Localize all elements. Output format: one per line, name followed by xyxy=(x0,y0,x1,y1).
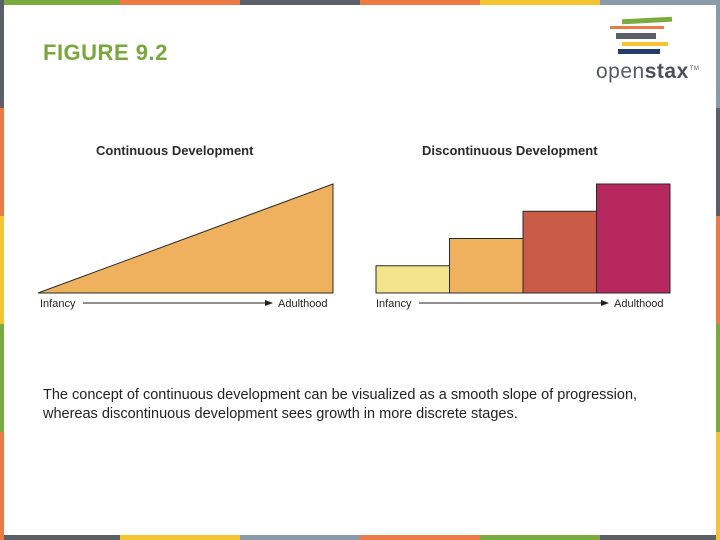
right-edge-strip xyxy=(716,0,720,540)
books-stack-icon xyxy=(610,16,673,54)
continuous-slope xyxy=(37,183,334,294)
stage-block-4 xyxy=(596,183,671,294)
logo-word-stax: stax xyxy=(644,60,689,83)
continuous-infancy-label: Infancy xyxy=(40,298,76,310)
discontinuous-adulthood-label: Adulthood xyxy=(614,298,664,310)
bottom-edge-strip xyxy=(0,535,720,540)
discontinuous-infancy-label: Infancy xyxy=(376,298,412,310)
stage-block-3 xyxy=(522,210,597,294)
top-edge-strip xyxy=(0,0,720,5)
discontinuous-stages xyxy=(375,183,671,294)
stage-block-1 xyxy=(375,265,450,294)
openstax-wordmark: openstaxTM xyxy=(596,60,699,84)
logo-word-open: open xyxy=(596,60,645,83)
left-edge-strip xyxy=(0,0,4,540)
discontinuous-panel-title: Discontinuous Development xyxy=(422,143,598,158)
logo-tm: TM xyxy=(689,66,700,72)
continuous-adulthood-label: Adulthood xyxy=(278,298,328,310)
continuous-panel-title: Continuous Development xyxy=(96,143,254,158)
figure-caption: The concept of continuous development ca… xyxy=(43,387,638,422)
figure-title: FIGURE 9.2 xyxy=(43,40,168,65)
openstax-logo: openstaxTM xyxy=(596,16,700,86)
stage-block-2 xyxy=(449,238,524,294)
